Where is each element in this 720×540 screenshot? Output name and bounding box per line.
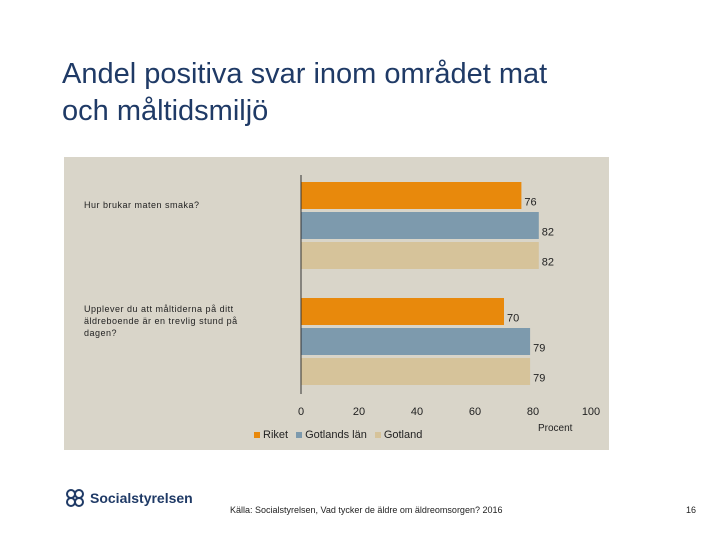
data-label-gotland-1: 79 — [533, 373, 545, 385]
chart-panel: 76 82 82 70 79 79 0 20 40 60 80 100 Hur brukar mat… — [64, 157, 609, 450]
bar-chart: 76 82 82 70 79 79 0 20 40 60 80 100 — [298, 175, 600, 418]
bar-riket-0 — [301, 182, 522, 209]
socialstyrelsen-logo: Socialstyrelsen — [64, 488, 193, 508]
page-number: 16 — [686, 505, 697, 515]
legend-item-gotlands-lan: Gotlands län — [296, 429, 367, 441]
legend-item-riket: Riket — [254, 429, 288, 441]
category-label-taste: Hur brukar maten smaka? — [84, 200, 200, 210]
bar-gotland-1 — [301, 358, 531, 385]
data-label-gotlands-län-1: 79 — [533, 343, 545, 355]
legend-swatch-gotlands-lan — [296, 432, 303, 438]
bar-gotlands-län-1 — [301, 328, 531, 355]
x-tick-label-100: 100 — [582, 406, 600, 418]
data-label-riket-0: 76 — [524, 197, 536, 209]
logo-emblem-icon — [66, 489, 84, 507]
source-note: Källa: Socialstyrelsen, Vad tycker de äl… — [230, 505, 503, 515]
data-label-riket-1: 70 — [507, 313, 519, 325]
legend-label-gotland: Gotland — [383, 429, 423, 441]
x-tick-label-0: 0 — [298, 406, 304, 418]
bar-gotland-0 — [301, 242, 539, 269]
x-tick-label-40: 40 — [411, 406, 423, 418]
legend-label-riket: Riket — [263, 429, 289, 441]
legend-label-gotlands-lan: Gotlands län — [305, 429, 367, 441]
legend-swatch-gotland — [374, 432, 381, 438]
x-tick-label-80: 80 — [527, 406, 539, 418]
title-line-1: Andel positiva svar inom området mat — [62, 58, 548, 90]
x-tick-label-20: 20 — [353, 406, 365, 418]
x-axis-title: Procent — [538, 423, 573, 434]
title-line-2: och måltidsmiljö — [62, 95, 269, 127]
slide-title: Andel positiva svar inom området mat och… — [62, 56, 702, 130]
legend-item-gotland: Gotland — [374, 429, 423, 441]
category-label-meal-experience: Upplever du att måltiderna på ditt äldre… — [84, 304, 238, 338]
chart-legend: Riket Gotlands län Gotland — [254, 429, 422, 441]
bar-riket-1 — [301, 298, 504, 325]
logo-text: Socialstyrelsen — [90, 490, 193, 506]
bar-gotlands-län-0 — [301, 212, 539, 239]
x-tick-label-60: 60 — [469, 406, 481, 418]
legend-swatch-riket — [254, 432, 260, 438]
data-label-gotland-0: 82 — [542, 257, 554, 269]
data-label-gotlands-län-0: 82 — [542, 227, 554, 239]
